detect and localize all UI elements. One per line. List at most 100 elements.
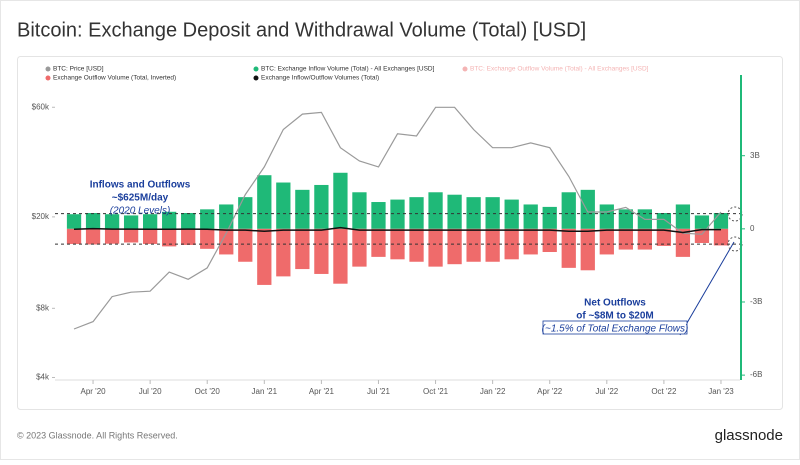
bar: [618, 228, 633, 250]
bar: [123, 228, 139, 243]
bar: [656, 228, 672, 246]
bar: [143, 214, 158, 229]
bar: [257, 228, 272, 285]
bar: [333, 172, 348, 229]
bar: [295, 228, 310, 270]
chart-card: [17, 56, 783, 410]
line: [73, 106, 722, 330]
annotation: Inflows and Outflows: [90, 180, 191, 191]
x-tick-label: Apr '21: [309, 387, 335, 396]
bar: [447, 194, 462, 229]
y-tick-label: $60k: [32, 102, 50, 111]
legend-swatch: [253, 66, 259, 72]
bar: [162, 228, 177, 247]
bar: [295, 189, 310, 229]
x-tick-label: Jul '20: [139, 387, 162, 396]
bar: [504, 199, 519, 229]
line: [73, 226, 721, 234]
legend-swatch: [45, 66, 51, 72]
bar: [314, 228, 329, 274]
x-tick-label: Jul '22: [595, 387, 618, 396]
bar: [675, 228, 691, 257]
copyright: © 2023 Glassnode. All Rights Reserved.: [17, 430, 178, 440]
bar: [637, 228, 652, 250]
y-tick-label: $8k: [36, 303, 50, 312]
x-tick-label: Jan '23: [708, 387, 734, 396]
legend-label: BTC: Exchange Outflow Volume (Total) - A…: [470, 66, 649, 73]
bar: [104, 228, 120, 244]
x-tick-label: Jan '22: [480, 387, 506, 396]
bar: [428, 228, 443, 267]
bar: [85, 212, 101, 229]
bar: [485, 228, 500, 262]
x-tick-label: Jul '21: [367, 387, 390, 396]
x-tick-label: Oct '20: [195, 387, 221, 396]
bar: [618, 209, 633, 229]
legend-label: BTC: Exchange Inflow Volume (Total) - Al…: [261, 66, 435, 73]
bar: [599, 204, 614, 229]
bar: [447, 228, 462, 265]
bar: [219, 204, 234, 229]
y-tick-label: $20k: [32, 212, 50, 221]
bar: [580, 228, 595, 271]
bar: [333, 228, 348, 284]
bar: [371, 202, 386, 229]
bar: [561, 228, 576, 268]
bar: [580, 189, 595, 229]
legend-label: BTC: Price [USD]: [53, 66, 104, 73]
bar: [238, 197, 253, 229]
bar: [66, 214, 82, 229]
x-tick-label: Apr '22: [537, 387, 563, 396]
legend-swatch: [45, 75, 51, 81]
x-tick-label: Apr '20: [81, 387, 107, 396]
annotation-arrow: [679, 241, 735, 336]
bar: [523, 204, 538, 229]
bar: [162, 211, 177, 229]
bar: [238, 228, 253, 262]
bar: [542, 228, 557, 253]
bar: [656, 212, 672, 229]
bar: [466, 228, 481, 262]
legend-label: Exchange Outflow Volume (Total, Inverted…: [53, 75, 176, 82]
bar: [485, 197, 500, 229]
bar: [409, 197, 424, 229]
bar: [352, 228, 367, 267]
bar: [694, 215, 710, 229]
annotation: Net Outflows: [584, 298, 646, 309]
bar: [200, 209, 215, 229]
page-title: Bitcoin: Exchange Deposit and Withdrawal…: [17, 19, 586, 41]
annotation: of ~$8M to $20M: [576, 311, 654, 322]
bar: [599, 228, 614, 255]
bar: [66, 228, 82, 244]
bar: [561, 192, 576, 229]
y2-tick-label: 0: [750, 224, 755, 233]
bar: [104, 214, 120, 229]
bar: [694, 228, 710, 243]
legend-label: Exchange Inflow/Outflow Volumes (Total): [261, 75, 379, 82]
y2-tick-label: -3B: [750, 297, 762, 306]
x-tick-label: Jan '21: [252, 387, 278, 396]
annotation-box: [542, 320, 688, 335]
annotation: ~$625M/day: [112, 193, 169, 204]
bar: [523, 228, 538, 255]
bar: [409, 228, 424, 262]
bar: [428, 192, 443, 229]
x-tick-label: Oct '21: [423, 387, 449, 396]
annotation: (2020 Levels): [110, 206, 171, 217]
bar: [181, 228, 196, 245]
bar: [314, 184, 329, 229]
bar: [181, 212, 196, 229]
y-tick-label: $4k: [36, 373, 50, 382]
x-tick-label: Oct '22: [651, 387, 677, 396]
bar: [276, 182, 291, 229]
bar: [675, 204, 691, 229]
bar: [371, 228, 386, 257]
y2-tick-label: -6B: [750, 370, 762, 379]
bar: [257, 175, 272, 229]
bar: [123, 215, 139, 229]
bar: [143, 228, 158, 244]
bar: [219, 228, 234, 255]
legend-swatch: [253, 75, 259, 81]
